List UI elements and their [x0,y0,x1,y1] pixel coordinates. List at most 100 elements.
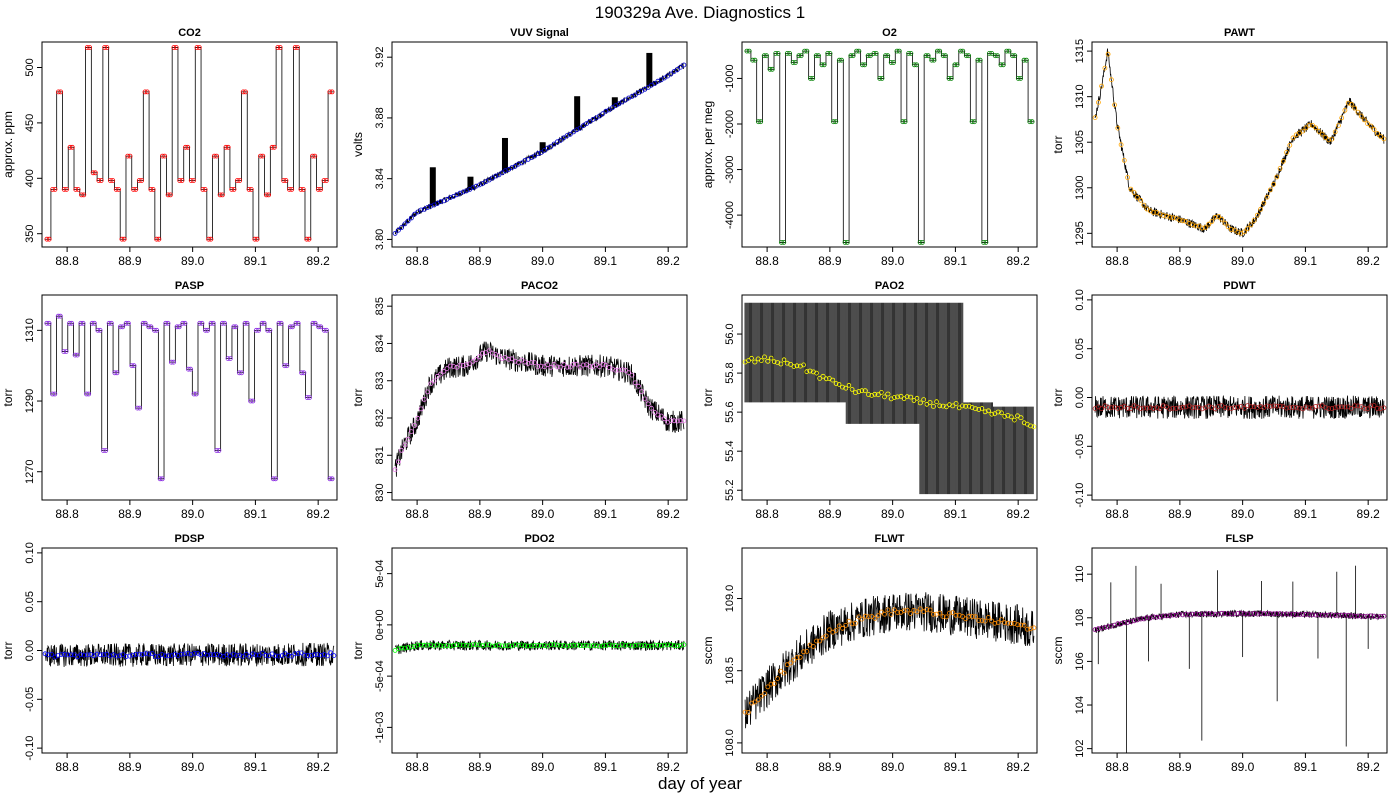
data-point [217,192,223,198]
data-point [817,375,823,381]
series-line [44,642,335,668]
data-point [295,651,301,656]
data-point [1365,613,1370,619]
data-point [1006,48,1012,54]
x-tick-label: 89.1 [244,254,268,268]
series-line [744,302,1034,495]
data-point [1280,158,1286,164]
data-point [522,643,528,649]
data-point [46,320,52,326]
data-point [746,358,751,364]
data-point [154,327,160,333]
plot-frame [391,547,688,754]
data-point [1005,620,1011,626]
panel-paco2: PACO2 torr 88.8 88.9 89.0 89.1 89.2 830 831 832 83… [351,280,688,521]
data-point [1280,611,1286,617]
data-point [185,366,191,372]
y-tick-label: 3.80 [374,229,386,250]
data-point [1339,404,1345,410]
data-point [236,370,242,376]
y-tick-label: 102 [1074,739,1086,757]
data-point [1349,405,1354,411]
data-point [177,178,183,183]
data-point [266,192,272,198]
y-tick-label: 1300 [1074,176,1086,200]
data-point [681,418,687,424]
data-point [129,363,135,369]
data-point [477,354,482,360]
data-point [1306,612,1312,618]
data-point [1199,406,1205,412]
data-point [767,66,773,72]
data-point [1167,613,1173,619]
panel-pasp: PASP torr 88.8 88.9 89.0 89.1 89.2 1270 1290 1310 [1,280,338,521]
data-point [1212,611,1218,617]
data-point [810,76,816,81]
data-point [1170,215,1176,221]
data-point [1326,406,1332,412]
data-point [64,186,69,192]
data-point [1235,611,1241,616]
data-point [947,610,952,616]
data-point [813,53,819,59]
data-point [273,653,278,659]
y-tick-label: 0.10 [1074,289,1086,310]
data-point [214,448,220,453]
data-point [123,320,129,326]
data-point [937,610,943,616]
x-tick-label: 89.0 [531,254,555,268]
data-point [1355,613,1361,619]
x-tick-label: 88.8 [405,507,429,521]
data-point [574,642,580,648]
data-point [969,614,975,619]
data-point [866,614,871,620]
x-tick-label: 89.0 [181,254,205,268]
data-point [261,320,267,326]
data-point [561,362,567,367]
y-axis-label: approx. per meg [701,101,715,188]
data-point [1375,131,1380,136]
data-point [93,170,98,176]
data-point [1121,620,1127,625]
data-point [277,45,283,50]
plot-frame [41,294,338,501]
data-point [982,409,988,415]
data-point [1164,213,1169,219]
data-point [750,57,755,63]
data-point [460,189,466,195]
data-point [298,186,304,192]
panel-pao2: PAO2 torr 88.8 88.9 89.0 89.1 89.2 55.2 55.4 55.6… [701,280,1038,521]
data-point [1310,612,1315,618]
data-point [567,364,573,370]
data-point [1212,406,1218,412]
x-tick-label: 89.0 [881,507,905,521]
data-point [929,57,935,63]
data-point [208,652,214,657]
data-point [265,327,271,333]
data-point [801,649,806,655]
data-point [937,48,943,54]
data-point [454,642,460,648]
x-tick-label: 88.8 [755,760,779,774]
data-point [191,651,197,656]
data-point [619,367,625,373]
data-point [831,119,836,125]
data-point [998,62,1004,68]
data-point [1248,222,1254,228]
x-tick-label: 89.0 [181,507,205,521]
data-point [304,236,310,242]
data-point [898,393,904,399]
data-point [1154,405,1160,411]
data-point [97,327,103,333]
series-path [744,592,1035,729]
data-point [438,199,444,205]
data-point [1173,405,1179,411]
data-point [395,227,401,233]
data-point [1313,403,1319,409]
data-point [78,320,84,326]
data-point [438,643,444,649]
x-tick-label: 88.8 [405,760,429,774]
data-point [159,153,165,159]
data-point [1235,404,1241,410]
data-point [1284,611,1289,617]
